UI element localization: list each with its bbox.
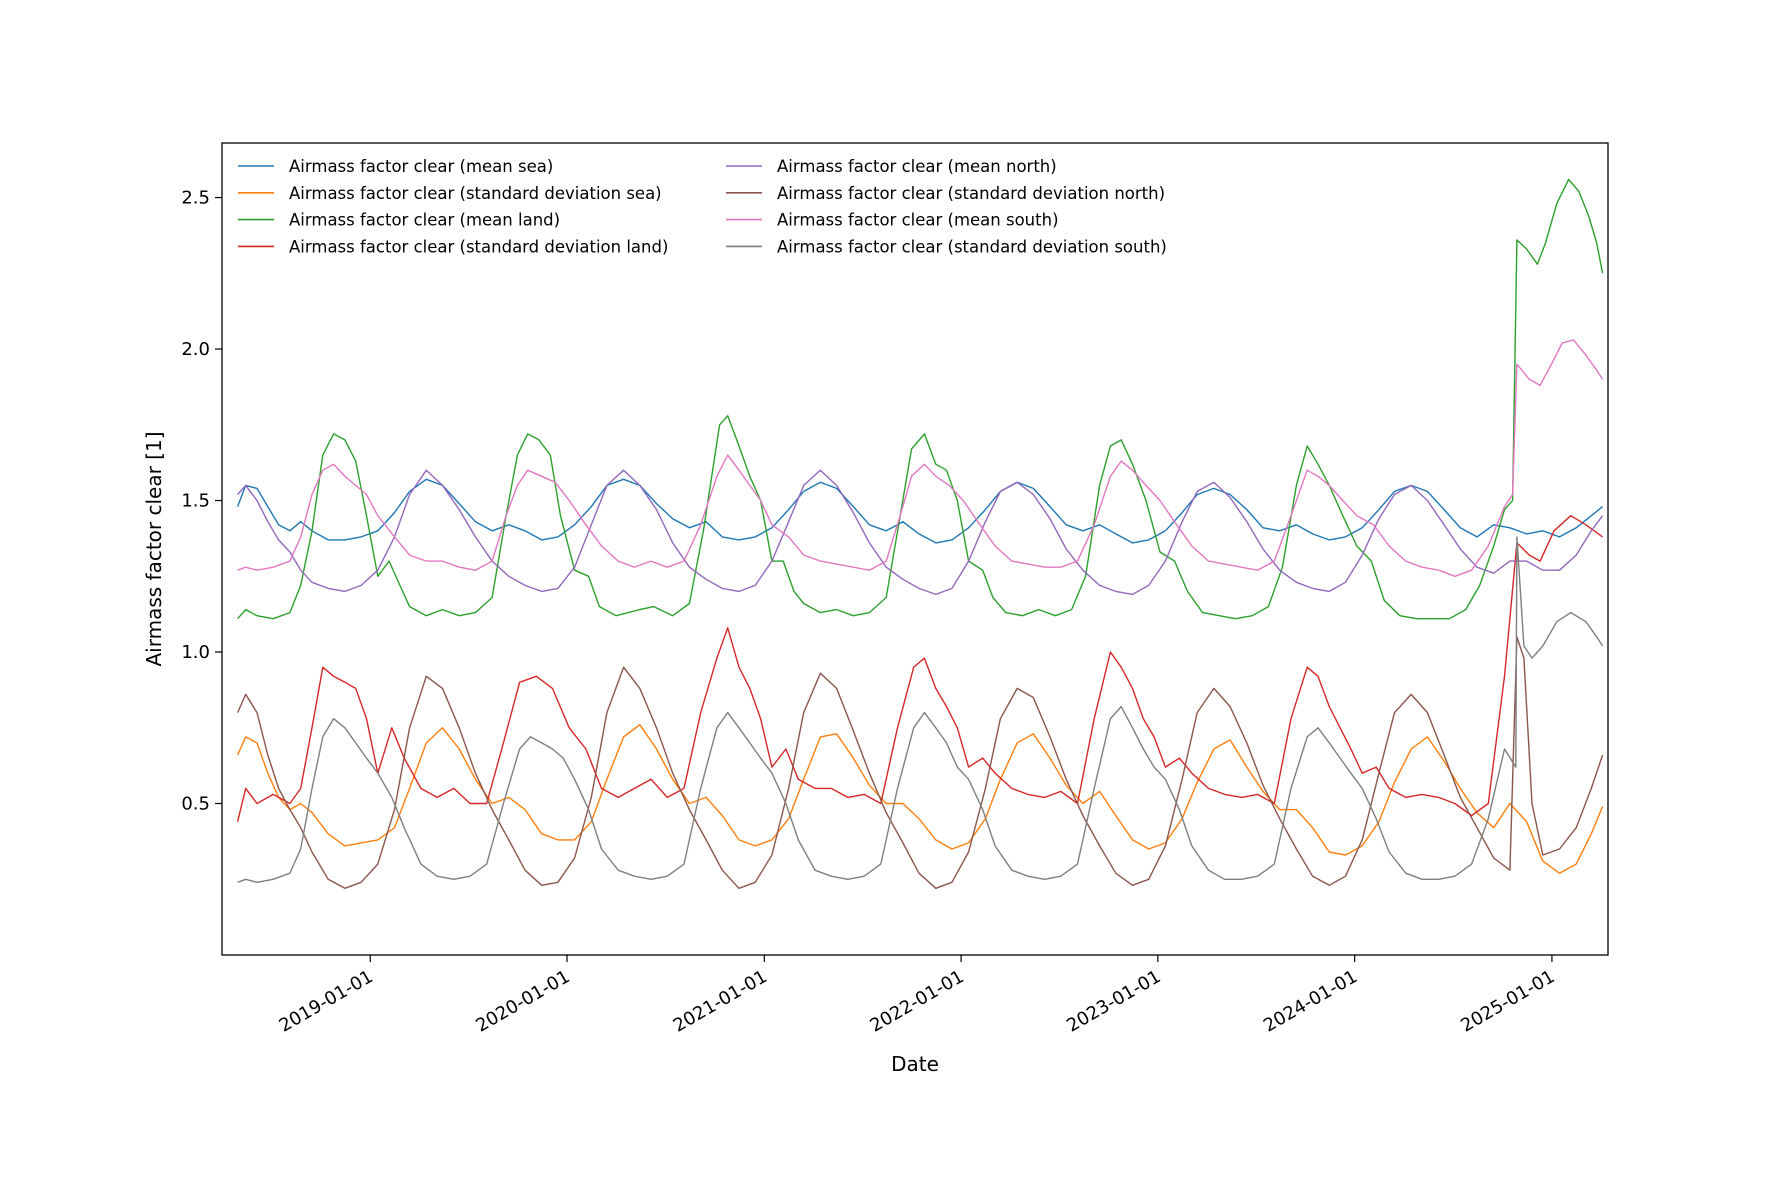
series-line-2 xyxy=(236,724,1604,874)
legend-label: Airmass factor clear (standard deviation… xyxy=(289,184,662,203)
y-axis: 0.5 1.0 1.5 2.0 2.5 xyxy=(181,188,222,815)
y-tick-label: 2.5 xyxy=(181,188,210,209)
series-line-1 xyxy=(236,478,1604,544)
legend-label: Airmass factor clear (mean land) xyxy=(289,211,560,230)
y-tick-label: 2.0 xyxy=(181,339,210,360)
y-tick-label: 1.5 xyxy=(181,491,210,512)
series-line-6 xyxy=(236,636,1604,889)
legend-label: Airmass factor clear (mean south) xyxy=(777,211,1059,230)
series-layer xyxy=(236,178,1604,889)
x-axis-title: Date xyxy=(891,1052,939,1076)
series-line-7 xyxy=(237,339,1604,577)
legend-label: Airmass factor clear (standard deviation… xyxy=(289,237,668,256)
y-axis-title: Airmass factor clear [1] xyxy=(142,431,166,666)
legend-label: Airmass factor clear (standard deviation… xyxy=(777,237,1167,256)
y-tick-label: 1.0 xyxy=(181,642,210,663)
series-line-4 xyxy=(236,515,1604,822)
plot-frame xyxy=(221,142,1609,956)
legend-label: Airmass factor clear (standard deviation… xyxy=(777,184,1165,203)
series-line-3 xyxy=(237,178,1604,620)
legend-label: Airmass factor clear (mean sea) xyxy=(289,157,553,176)
series-line-5 xyxy=(237,469,1604,596)
series-line-8 xyxy=(237,536,1604,883)
y-tick-label: 0.5 xyxy=(181,794,210,815)
legend: Airmass factor clear (mean sea) Airmass f… xyxy=(238,157,1167,256)
legend-label: Airmass factor clear (mean north) xyxy=(777,157,1057,176)
